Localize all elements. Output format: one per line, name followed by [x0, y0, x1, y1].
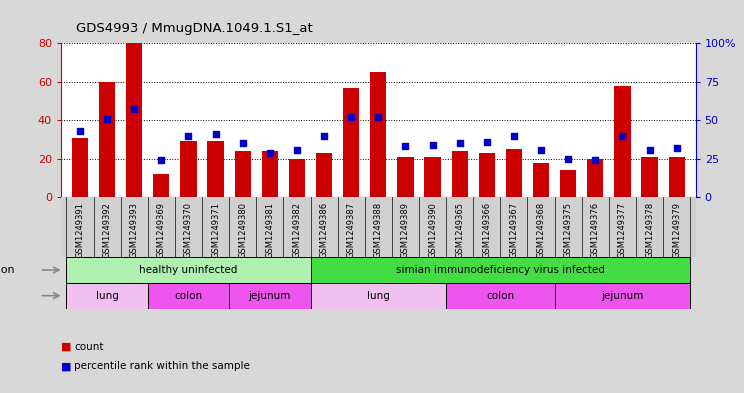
Text: GSM1249390: GSM1249390	[428, 202, 437, 258]
Bar	[229, 283, 310, 309]
Point	[400, 143, 411, 150]
Text: GSM1249392: GSM1249392	[103, 202, 112, 258]
Text: GSM1249377: GSM1249377	[618, 202, 627, 258]
Point	[101, 116, 113, 122]
Point	[182, 132, 194, 139]
Bar	[343, 88, 359, 197]
Text: GSM1249371: GSM1249371	[211, 202, 220, 258]
Bar	[669, 157, 684, 197]
Text: GSM1249378: GSM1249378	[645, 202, 654, 258]
Text: colon: colon	[174, 291, 202, 301]
Text: ■: ■	[61, 362, 71, 371]
Text: GDS4993 / MmugDNA.1049.1.S1_at: GDS4993 / MmugDNA.1049.1.S1_at	[76, 22, 312, 35]
Text: GSM1249370: GSM1249370	[184, 202, 193, 258]
Point	[481, 139, 493, 145]
Bar	[66, 283, 148, 309]
Text: GSM1249382: GSM1249382	[292, 202, 301, 258]
Text: count: count	[74, 342, 104, 352]
Bar	[126, 43, 142, 197]
Bar	[452, 151, 468, 197]
Text: jejunum: jejunum	[248, 291, 291, 301]
Bar	[371, 72, 386, 197]
Text: percentile rank within the sample: percentile rank within the sample	[74, 362, 250, 371]
Bar	[316, 153, 333, 197]
Text: GSM1249380: GSM1249380	[238, 202, 247, 258]
Bar	[208, 141, 224, 197]
Text: ■: ■	[61, 342, 71, 352]
Text: GSM1249369: GSM1249369	[157, 202, 166, 258]
Text: GSM1249368: GSM1249368	[536, 202, 545, 258]
Bar	[66, 257, 310, 283]
Bar	[180, 141, 196, 197]
Point	[372, 114, 384, 120]
Text: GSM1249381: GSM1249381	[266, 202, 275, 258]
Bar	[641, 157, 658, 197]
Text: GSM1249387: GSM1249387	[347, 202, 356, 258]
Point	[508, 132, 520, 139]
Bar	[310, 283, 446, 309]
Text: GSM1249379: GSM1249379	[672, 202, 682, 258]
Bar	[262, 151, 278, 197]
Bar	[587, 159, 603, 197]
Text: lung: lung	[367, 291, 390, 301]
Bar	[99, 82, 115, 197]
Text: healthy uninfected: healthy uninfected	[139, 265, 237, 275]
Text: GSM1249388: GSM1249388	[373, 202, 383, 258]
Point	[670, 145, 682, 151]
Point	[264, 149, 276, 156]
Point	[210, 131, 222, 137]
Bar	[424, 157, 440, 197]
Bar	[72, 138, 88, 197]
Text: GSM1249367: GSM1249367	[510, 202, 519, 258]
Text: colon: colon	[487, 291, 514, 301]
Text: GSM1249376: GSM1249376	[591, 202, 600, 258]
Text: GSM1249365: GSM1249365	[455, 202, 464, 258]
Bar	[397, 157, 414, 197]
Point	[562, 156, 574, 162]
Bar	[615, 86, 631, 197]
Point	[617, 132, 629, 139]
Text: infection: infection	[0, 265, 15, 275]
Bar	[289, 159, 305, 197]
Text: GSM1249391: GSM1249391	[75, 202, 85, 258]
Point	[589, 157, 601, 163]
Text: simian immunodeficiency virus infected: simian immunodeficiency virus infected	[396, 265, 605, 275]
Point	[318, 132, 330, 139]
Bar	[506, 149, 522, 197]
Point	[644, 146, 655, 152]
Point	[426, 142, 438, 148]
Point	[454, 140, 466, 147]
Point	[535, 146, 547, 152]
Point	[345, 114, 357, 120]
Point	[291, 146, 303, 152]
Text: lung: lung	[96, 291, 118, 301]
Text: GSM1249386: GSM1249386	[320, 202, 329, 258]
Text: GSM1249375: GSM1249375	[564, 202, 573, 258]
Text: GSM1249366: GSM1249366	[482, 202, 491, 258]
Text: GSM1249389: GSM1249389	[401, 202, 410, 258]
Point	[237, 140, 248, 147]
Bar	[153, 174, 170, 197]
Point	[74, 128, 86, 134]
Bar	[446, 283, 554, 309]
Bar	[234, 151, 251, 197]
Bar	[560, 170, 577, 197]
Bar	[148, 283, 229, 309]
Bar	[554, 283, 690, 309]
Point	[155, 157, 167, 163]
Bar	[478, 153, 495, 197]
Bar	[310, 257, 690, 283]
Bar	[533, 163, 549, 197]
Point	[128, 107, 140, 113]
Text: jejunum: jejunum	[601, 291, 644, 301]
Text: GSM1249393: GSM1249393	[129, 202, 138, 258]
